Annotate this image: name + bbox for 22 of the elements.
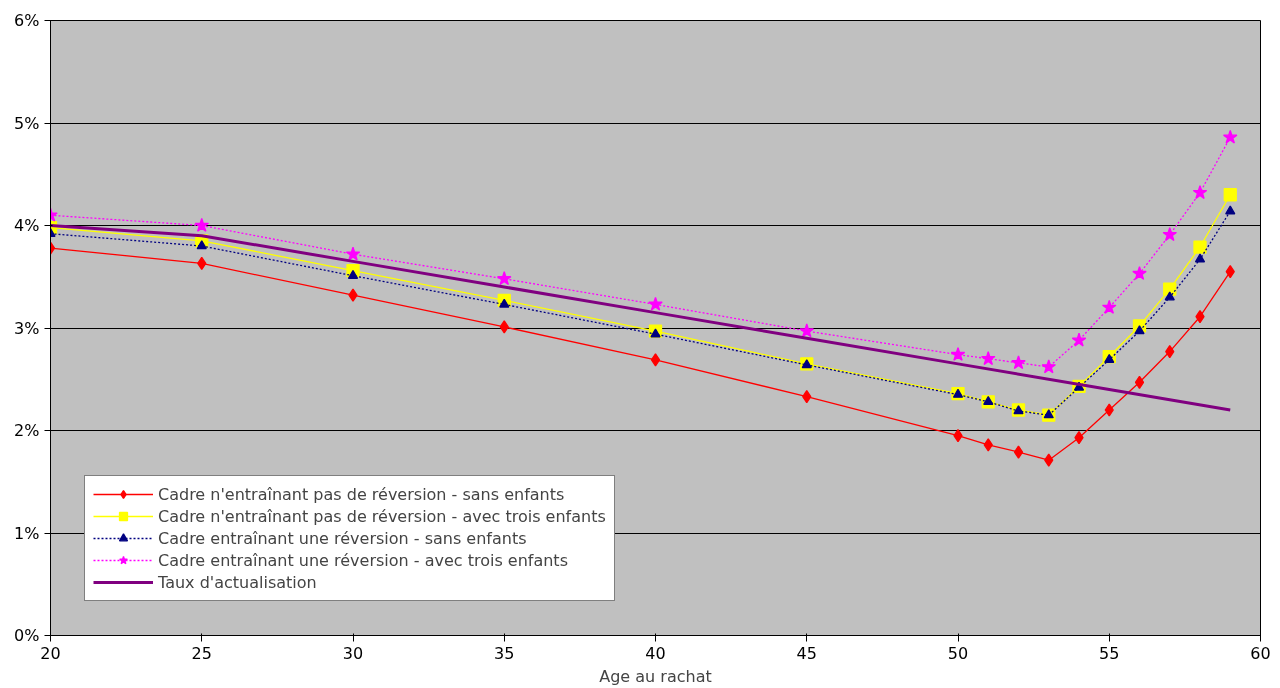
- y-tick-label: 5%: [14, 113, 40, 133]
- x-tick-label: 35: [494, 643, 515, 663]
- x-tick-label: 30: [342, 643, 364, 663]
- x-tick-label: 55: [1099, 643, 1120, 663]
- x-tick-label: 60: [1250, 643, 1271, 663]
- legend-label: Taux d'actualisation: [158, 572, 317, 592]
- y-tick-label: 1%: [14, 523, 40, 543]
- x-tick-label: 25: [191, 643, 212, 663]
- y-tick-label: 6%: [14, 11, 40, 30]
- x-tick-label: 50: [947, 643, 969, 663]
- y-tick-label: 4%: [14, 216, 40, 235]
- legend-label: Cadre entraînant une réversion - avec trois enfants: [158, 550, 568, 570]
- x-tick-label: 40: [645, 643, 666, 663]
- y-tick-label: 3%: [14, 318, 40, 338]
- legend-label: Cadre entraînant une réversion - sans enfants: [158, 528, 527, 548]
- y-tick-label: 2%: [14, 421, 40, 440]
- x-axis-title: Age au rachat: [599, 666, 712, 686]
- y-tick-label: 0%: [14, 626, 40, 645]
- x-tick-label: 45: [796, 643, 817, 663]
- legend-label: Cadre n'entraînant pas de réversion - sans enfants: [158, 484, 565, 504]
- legend-label: Cadre n'entraînant pas de réversion - avec trois enfants: [158, 506, 606, 526]
- x-tick-label: 20: [40, 643, 61, 663]
